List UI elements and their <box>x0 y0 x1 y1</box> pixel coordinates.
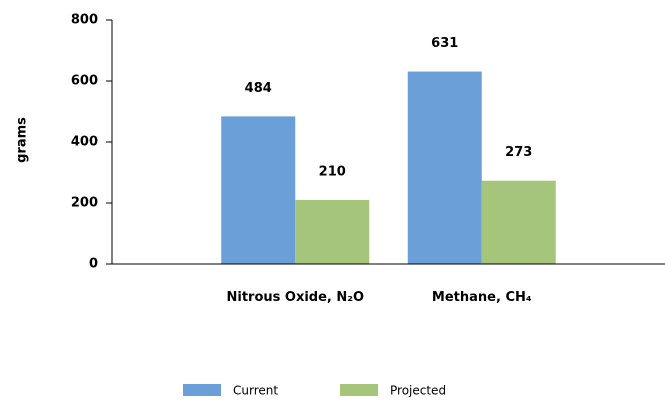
y-tick-label: 800 <box>71 13 98 28</box>
data-label: 631 <box>431 36 458 51</box>
y-axis-label: grams <box>15 117 30 163</box>
legend-label: Projected <box>390 384 446 398</box>
data-label: 273 <box>505 145 532 160</box>
y-tick-label: 0 <box>89 257 98 272</box>
data-label: 210 <box>319 164 346 179</box>
x-tick-label: Nitrous Oxide, N₂O <box>226 290 364 305</box>
bar <box>407 71 482 264</box>
bar <box>481 180 556 264</box>
x-tick-label: Methane, CH₄ <box>431 290 532 305</box>
legend-label: Current <box>233 384 278 398</box>
bar <box>295 199 370 264</box>
data-label: 484 <box>245 81 272 96</box>
y-tick-label: 600 <box>71 74 98 89</box>
legend-swatch <box>340 384 378 396</box>
legend-swatch <box>183 384 221 396</box>
y-tick-label: 200 <box>71 196 98 211</box>
y-tick-label: 400 <box>71 135 98 150</box>
bar <box>221 116 296 264</box>
